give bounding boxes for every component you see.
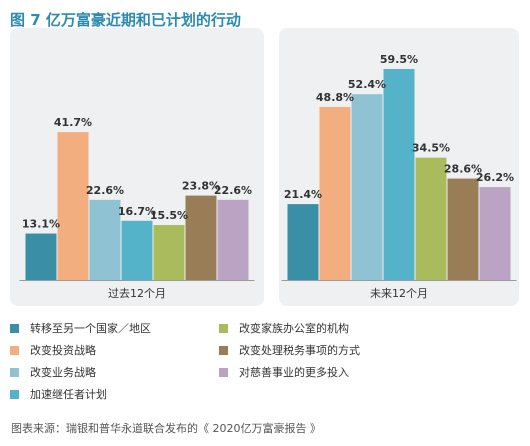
- legend-item: 转移至另一个国家／地区: [10, 320, 151, 336]
- x-category-label: 未来12个月: [370, 287, 428, 300]
- bar: [415, 157, 447, 280]
- bar: [319, 106, 351, 280]
- legend-swatch: [10, 389, 19, 399]
- bar: [89, 199, 121, 280]
- bar-value-label: 34.5%: [412, 142, 450, 155]
- legend-label: 转移至另一个国家／地区: [30, 322, 151, 335]
- bar-value-label: 23.8%: [182, 180, 220, 193]
- bar: [57, 132, 89, 280]
- legend-item: 改变处理税务事项的方式: [219, 342, 360, 358]
- bar-value-label: 16.7%: [118, 205, 156, 218]
- bar: [121, 220, 153, 280]
- legend-label: 改变处理税务事项的方式: [239, 344, 360, 357]
- legend-label: 改变家族办公室的机构: [239, 322, 349, 335]
- bar-value-label: 22.6%: [86, 184, 124, 197]
- bar: [25, 233, 57, 280]
- bar-value-label: 41.7%: [54, 116, 92, 129]
- legend-item: 改变业务战略: [10, 364, 96, 380]
- legend-item: 对慈善事业的更多投入: [219, 364, 349, 380]
- legend-swatch: [219, 345, 228, 355]
- legend-item: 加速继任者计划: [10, 386, 107, 402]
- legend-label: 改变投资战略: [30, 344, 96, 357]
- legend-swatch: [10, 345, 19, 355]
- bar: [383, 69, 415, 280]
- bar-chart: 13.1%41.7%22.6%16.7%15.5%23.8%22.6%过去12个…: [10, 28, 519, 306]
- legend-swatch: [10, 323, 19, 333]
- chart-title: 图 7 亿万富豪近期和已计划的行动: [10, 11, 241, 29]
- legend-swatch: [219, 323, 228, 333]
- bar-value-label: 48.8%: [316, 91, 354, 104]
- legend-label: 加速继任者计划: [30, 388, 107, 401]
- bar: [185, 195, 217, 280]
- legend-label: 对慈善事业的更多投入: [239, 366, 349, 379]
- bar-value-label: 13.1%: [22, 218, 60, 231]
- bar-value-label: 21.4%: [284, 188, 322, 201]
- bar: [217, 199, 249, 280]
- legend-swatch: [10, 367, 19, 377]
- bar-value-label: 26.2%: [476, 171, 514, 184]
- source-note: 图表来源：瑞银和普华永道联合发布的《 2020亿万富豪报告 》: [11, 422, 321, 435]
- bar-value-label: 59.5%: [380, 53, 418, 66]
- bar-value-label: 28.6%: [444, 163, 482, 176]
- bar-value-label: 15.5%: [150, 209, 188, 222]
- legend: 转移至另一个国家／地区 改变家族办公室的机构改变投资战略 改变处理税务事项的方式改变…: [0, 315, 530, 405]
- legend-label: 改变业务战略: [30, 366, 96, 379]
- x-category-label: 过去12个月: [108, 287, 166, 300]
- legend-item: 改变投资战略: [10, 342, 96, 358]
- bar: [447, 178, 479, 280]
- bar: [153, 225, 185, 280]
- bar: [351, 94, 383, 280]
- legend-swatch: [219, 367, 228, 377]
- bar: [479, 187, 511, 280]
- bar-value-label: 22.6%: [214, 184, 252, 197]
- bar-value-label: 52.4%: [348, 78, 386, 91]
- legend-item: 改变家族办公室的机构: [219, 320, 349, 336]
- bar: [287, 204, 319, 280]
